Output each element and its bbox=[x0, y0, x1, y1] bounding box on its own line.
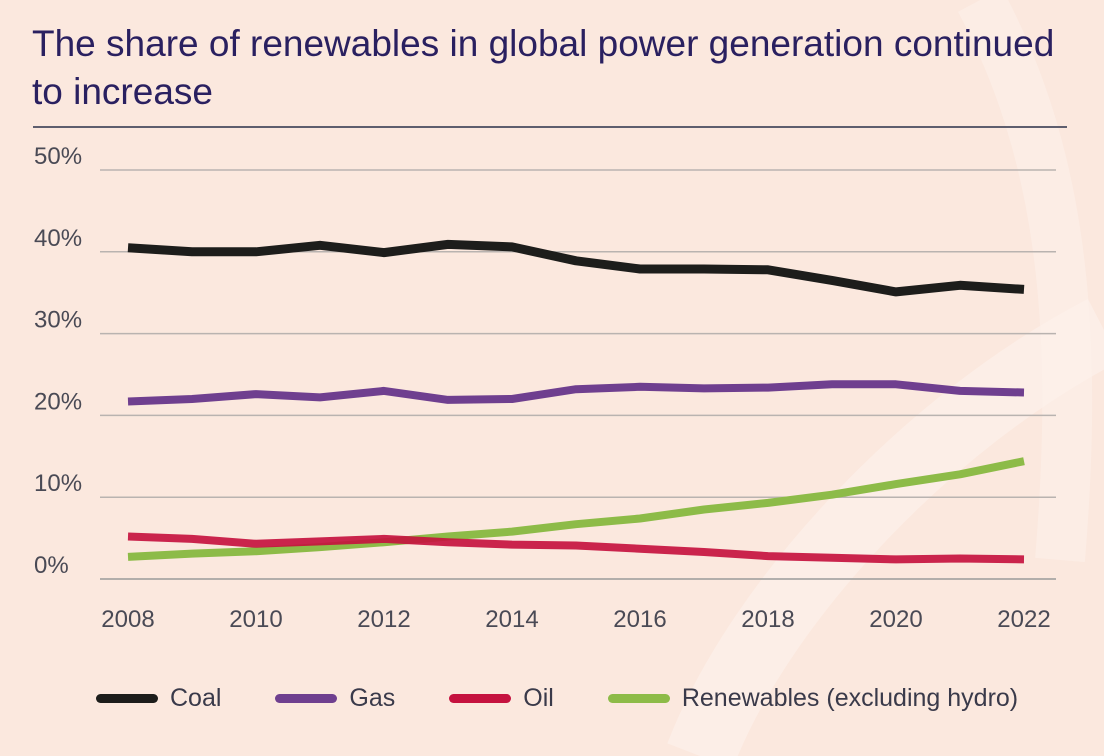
y-tick-label-0: 0% bbox=[34, 552, 69, 579]
line-chart: 0% 10% 20% 30% 40% 50% 2008 2010 2012 2014 2016 201… bbox=[34, 143, 1056, 633]
legend-swatch-renewables bbox=[607, 693, 670, 703]
chart-legend: Coal Gas Oil Renewables (excluding hydro… bbox=[96, 678, 1072, 718]
legend-item-renewables: Renewables (excluding hydro) bbox=[607, 683, 1019, 713]
series-line-renewables bbox=[127, 457, 1025, 561]
legend-label-renewables: Renewables (excluding hydro) bbox=[681, 683, 1019, 712]
y-tick-label-10: 10% bbox=[34, 470, 82, 497]
x-tick-label-2014: 2014 bbox=[485, 606, 538, 633]
legend-item-coal: Coal bbox=[96, 684, 221, 713]
series-line-coal bbox=[127, 239, 1025, 297]
title-divider bbox=[33, 126, 1067, 128]
x-tick-label-2018: 2018 bbox=[741, 606, 794, 633]
chart-title: The share of renewables in global power … bbox=[32, 23, 1055, 112]
x-tick-label-2022: 2022 bbox=[997, 606, 1050, 633]
y-tick-label-20: 20% bbox=[34, 388, 82, 415]
x-tick-label-2012: 2012 bbox=[357, 606, 410, 633]
legend-item-oil: Oil bbox=[449, 684, 554, 713]
x-tick-label-2008: 2008 bbox=[101, 606, 154, 633]
series-line-gas bbox=[127, 380, 1025, 406]
x-tick-label-2016: 2016 bbox=[613, 606, 666, 633]
x-tick-label-2020: 2020 bbox=[869, 606, 922, 633]
y-tick-label-50: 50% bbox=[34, 143, 82, 170]
legend-swatch-oil bbox=[449, 693, 512, 703]
legend-swatch-gas bbox=[275, 693, 338, 703]
legend-label-coal: Coal bbox=[170, 683, 222, 712]
y-tick-label-40: 40% bbox=[34, 225, 82, 252]
y-tick-label-30: 30% bbox=[34, 307, 82, 334]
legend-swatch-coal bbox=[96, 693, 158, 703]
legend-label-oil: Oil bbox=[523, 683, 554, 712]
legend-item-gas: Gas bbox=[275, 684, 395, 713]
series-line-oil bbox=[127, 532, 1025, 564]
x-tick-label-2010: 2010 bbox=[229, 606, 282, 633]
legend-label-gas: Gas bbox=[349, 683, 396, 712]
